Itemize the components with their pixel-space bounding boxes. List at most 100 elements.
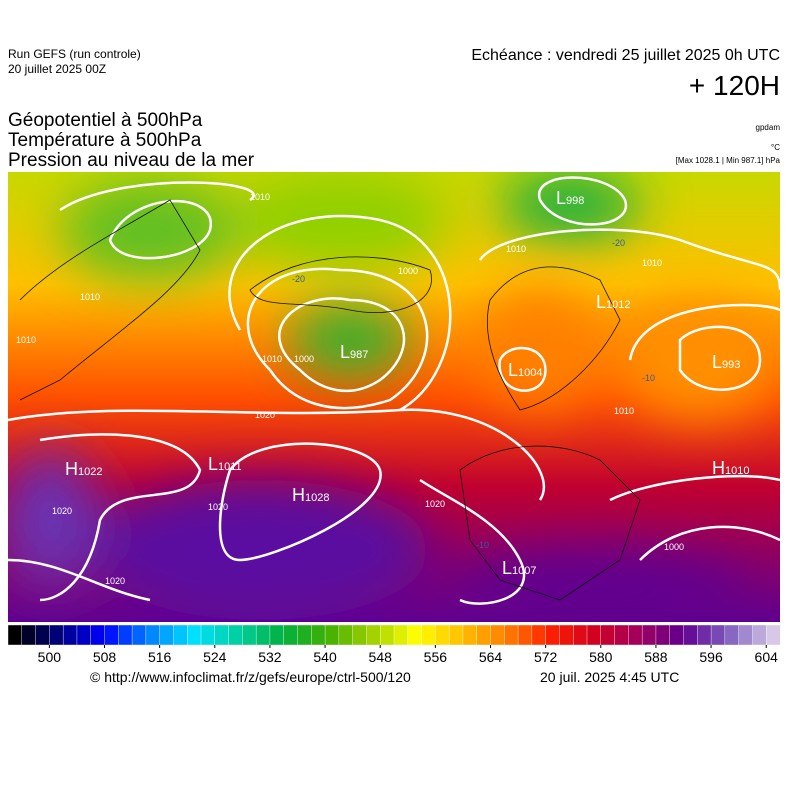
colorbar-swatch — [766, 624, 781, 646]
colorbar-swatch — [435, 624, 450, 646]
colorbar-swatch — [697, 624, 712, 646]
isobar-label: 1020 — [208, 502, 228, 512]
colorbar-swatch — [49, 624, 64, 646]
isobar-label: 1010 — [262, 354, 282, 364]
colorbar-label: 572 — [534, 649, 558, 665]
system: H1010 — [712, 458, 749, 478]
colorbar-swatch — [21, 624, 37, 646]
colorbar-swatch — [517, 624, 533, 646]
colorbar-swatch — [462, 624, 478, 646]
colorbar-swatch — [724, 624, 740, 646]
issue-date: 20 juil. 2025 4:45 UTC — [540, 669, 679, 685]
colorbar-swatch — [118, 624, 133, 646]
colorbar-label: 508 — [93, 649, 117, 665]
pressure-systems: H1022 L1011 H1028 L1007 L987 L1004 L998 … — [65, 188, 749, 578]
map — [8, 172, 780, 622]
colorbar-label: 532 — [258, 649, 282, 665]
colorbar-swatch — [380, 624, 395, 646]
colorbar-label: 596 — [699, 649, 723, 665]
system: H1028 — [292, 485, 329, 505]
colorbar-swatch — [255, 624, 271, 646]
colorbar-swatch — [393, 624, 409, 646]
isobar-label: 1010 — [16, 335, 36, 345]
colorbar-swatch — [7, 624, 23, 646]
isotherm-label: -20 — [612, 238, 625, 248]
isotherm-labels: -20 -20 -10 -10 — [292, 238, 655, 550]
system: L1004 — [508, 360, 543, 380]
colorbar-swatch — [448, 624, 464, 646]
colorbar-swatch — [655, 624, 671, 646]
colorbar-swatch — [586, 624, 602, 646]
colorbar-swatch — [214, 624, 230, 646]
system: L998 — [556, 188, 584, 208]
colorbar-swatch — [476, 624, 492, 646]
colorbar-label: 548 — [369, 649, 393, 665]
isobar-label: 1000 — [664, 542, 684, 552]
colorbar-swatch — [531, 624, 547, 646]
isobar-label: 1000 — [294, 354, 314, 364]
system: L1007 — [502, 558, 537, 578]
isotherm-label: -10 — [476, 540, 489, 550]
colorbar-swatch — [76, 624, 92, 646]
colorbar-swatch — [545, 624, 560, 646]
colorbar-swatch — [228, 624, 243, 646]
isobar-label: 1010 — [80, 292, 100, 302]
colorbar-swatch — [131, 624, 147, 646]
colorbar-swatch — [173, 624, 188, 646]
colorbar-label: 540 — [313, 649, 337, 665]
field: Pression au niveau de la mer — [8, 150, 255, 171]
field: Température à 500hPa — [8, 130, 202, 151]
colorbar-swatch — [352, 624, 367, 646]
colorbar-swatch — [366, 624, 381, 646]
isobar-label: 1010 — [506, 244, 526, 254]
system: L1011 — [208, 454, 242, 474]
colorbar-swatch — [504, 624, 519, 646]
isotherm-label: -20 — [292, 274, 305, 284]
unit: °C — [771, 143, 780, 152]
run-date: 20 juillet 2025 00Z — [8, 62, 106, 76]
source-url: © http://www.infoclimat.fr/z/gefs/europe… — [90, 669, 411, 685]
colorbar-swatch — [559, 624, 574, 646]
colorbar-swatch — [752, 624, 767, 646]
colorbar-swatch — [628, 624, 643, 646]
colorbar-swatch — [669, 624, 685, 646]
isobar-label: 1020 — [255, 410, 275, 420]
colorbar-swatch — [90, 624, 106, 646]
colorbar-swatch — [283, 624, 299, 646]
colorbar-label: 556 — [424, 649, 448, 665]
isobar-label: 1010 — [642, 258, 662, 268]
colorbar-swatch — [407, 624, 423, 646]
colorbar-swatch — [683, 624, 698, 646]
system: H1022 — [65, 459, 102, 479]
colorbar-swatch — [614, 624, 629, 646]
system: L993 — [712, 352, 740, 372]
field: Géopotentiel à 500hPa — [8, 110, 203, 131]
colorbar-label: 500 — [38, 649, 62, 665]
colorbar-swatch — [338, 624, 354, 646]
system: L987 — [340, 342, 368, 362]
colorbar-label: 588 — [644, 649, 668, 665]
colorbar-label: 580 — [589, 649, 613, 665]
colorbar-swatch — [421, 624, 436, 646]
isobar-label: 1020 — [52, 506, 72, 516]
colorbar: 500 508 516 524 532 540 548 556 564 572 580 588 596 6… — [7, 624, 781, 665]
echeance: Echéance : vendredi 25 juillet 2025 0h U… — [471, 47, 780, 64]
unit: [Max 1028.1 | Min 987.1] hPa — [676, 156, 781, 165]
isotherm-label: -10 — [642, 373, 655, 383]
colorbar-swatch — [145, 624, 161, 646]
colorbar-swatch — [311, 624, 326, 646]
colorbar-swatch — [104, 624, 119, 646]
colorbar-swatch — [490, 624, 505, 646]
colorbar-swatch — [600, 624, 616, 646]
colorbar-swatch — [297, 624, 312, 646]
colorbar-swatch — [573, 624, 588, 646]
isobar-labels: 1010 1010 1010 1000 1010 1000 1020 1020 … — [16, 192, 684, 586]
isobar-label: 1000 — [398, 266, 418, 276]
lead-time: + 120H — [689, 70, 780, 101]
colorbar-swatch — [738, 624, 753, 646]
colorbar-swatch — [269, 624, 285, 646]
colorbar-swatch — [324, 624, 340, 646]
isobar-label: 1020 — [105, 576, 125, 586]
colorbar-swatch — [35, 624, 50, 646]
